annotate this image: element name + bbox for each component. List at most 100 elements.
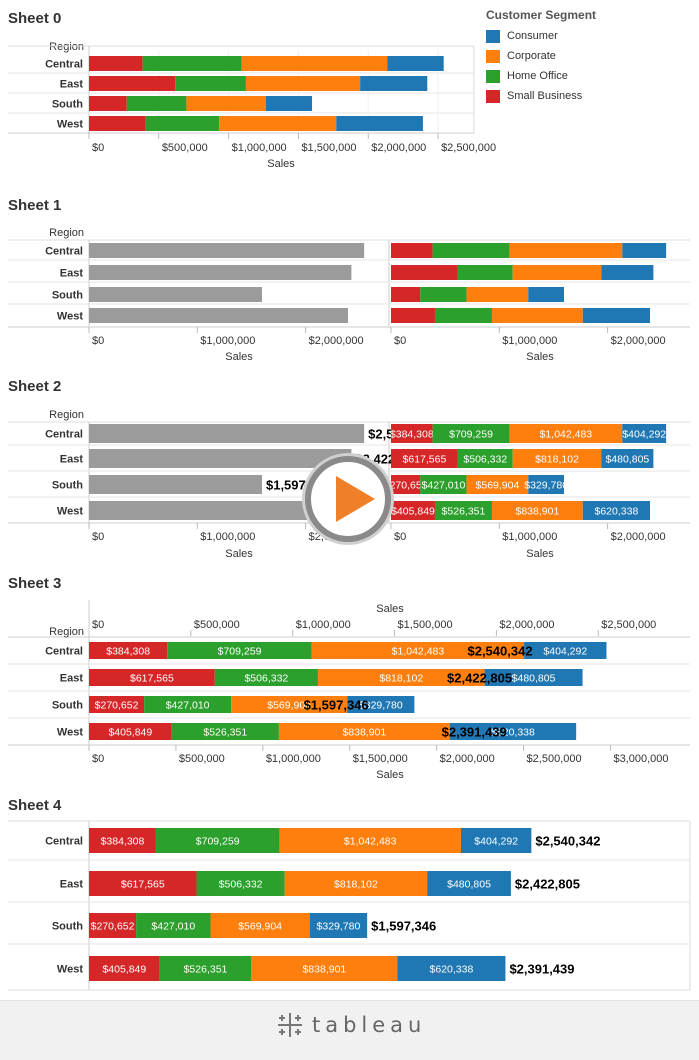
s2-total-bar-west bbox=[89, 501, 348, 520]
s2-bar-east-corporate bbox=[512, 449, 602, 468]
sheet-3-title: Sheet 3 bbox=[8, 575, 62, 592]
s4-bar-south-consumer bbox=[309, 913, 368, 938]
s3-row-label-east: East bbox=[60, 673, 84, 685]
s4-label-central-home-office: $709,259 bbox=[196, 836, 240, 848]
s4-label-south-home-office: $427,010 bbox=[151, 921, 195, 933]
s4-bar-west-home-office bbox=[159, 956, 252, 981]
s3-label-west-consumer: $620,338 bbox=[491, 727, 535, 739]
s4-row-label-east: East bbox=[60, 879, 84, 891]
s0-bar-west-small-business bbox=[89, 116, 146, 131]
s2-bar-south-small-business bbox=[391, 475, 421, 494]
s3-top-tick-label: $1,500,000 bbox=[398, 619, 453, 631]
s3-total-label-central: $2,540,342 bbox=[467, 644, 532, 659]
play-icon bbox=[302, 453, 394, 545]
s3-row-label-central: Central bbox=[45, 646, 83, 658]
s1-bar-central-home-office bbox=[432, 243, 510, 258]
s3-label-west-corporate: $838,901 bbox=[342, 727, 386, 739]
s4-label-east-small-business: $617,565 bbox=[121, 879, 165, 891]
play-button[interactable] bbox=[300, 451, 396, 547]
s1-bar-south-corporate bbox=[466, 287, 529, 302]
legend-swatch-home-office bbox=[486, 69, 500, 83]
s2-right-axis-title: Sales bbox=[526, 548, 554, 560]
s3-bottom-tick-label: $3,000,000 bbox=[613, 753, 668, 765]
s2-label-south-small-business: $270,652 bbox=[384, 480, 428, 492]
s3-bar-east-home-office bbox=[214, 669, 318, 686]
s4-bar-south-small-business bbox=[89, 913, 137, 938]
s2-label-central-corporate: $1,042,483 bbox=[540, 429, 593, 441]
s4-label-central-consumer: $404,292 bbox=[474, 836, 518, 848]
s0-row-label-west: West bbox=[57, 119, 83, 131]
legend-item-home-office[interactable]: Home Office bbox=[486, 66, 596, 86]
s1-bar-east-consumer bbox=[601, 265, 654, 280]
s1-row-label-south: South bbox=[52, 290, 83, 302]
s1-left-tick-label: $1,000,000 bbox=[200, 335, 255, 347]
s3-bar-south-home-office bbox=[144, 696, 232, 713]
s2-label-west-consumer: $620,338 bbox=[595, 506, 639, 518]
s3-label-south-corporate: $569,904 bbox=[267, 700, 311, 712]
s3-bar-east-consumer bbox=[484, 669, 583, 686]
s3-bar-west-small-business bbox=[89, 723, 172, 740]
tableau-logo[interactable]: tableau bbox=[276, 1011, 426, 1039]
s2-right-tick-label: $1,000,000 bbox=[502, 531, 557, 543]
s1-right-tick-label: $1,000,000 bbox=[502, 335, 557, 347]
s3-label-east-small-business: $617,565 bbox=[130, 673, 174, 685]
s2-label-east-home-office: $506,332 bbox=[463, 454, 507, 466]
s1-left-tick-label: $2,000,000 bbox=[309, 335, 364, 347]
s0-bar-central-corporate bbox=[241, 56, 388, 71]
s4-bar-west-corporate bbox=[251, 956, 398, 981]
s0-tick-label: $2,000,000 bbox=[371, 142, 426, 154]
s0-tick-label: $500,000 bbox=[162, 142, 208, 154]
s3-bar-central-small-business bbox=[89, 642, 168, 659]
legend[interactable]: Customer Segment Consumer Corporate Home… bbox=[486, 8, 596, 106]
s3-label-east-corporate: $818,102 bbox=[379, 673, 423, 685]
s1-bar-west-home-office bbox=[434, 308, 492, 323]
s4-bar-west-consumer bbox=[397, 956, 506, 981]
s0-row-label-east: East bbox=[60, 79, 84, 91]
s1-right-tick-label: $2,000,000 bbox=[611, 335, 666, 347]
footer: tableau bbox=[0, 1000, 699, 1060]
s4-bar-central-home-office bbox=[155, 828, 280, 853]
s3-label-south-small-business: $270,652 bbox=[95, 700, 139, 712]
s2-total-bar-south bbox=[89, 475, 262, 494]
s0-bar-west-consumer bbox=[336, 116, 423, 131]
s0-bar-central-consumer bbox=[387, 56, 444, 71]
legend-swatch-corporate bbox=[486, 49, 500, 63]
s3-total-label-west: $2,391,439 bbox=[442, 725, 507, 740]
s3-top-tick-label: $500,000 bbox=[194, 619, 240, 631]
s1-bar-west-consumer bbox=[582, 308, 650, 323]
s3-bar-south-consumer bbox=[347, 696, 415, 713]
s3-label-south-home-office: $427,010 bbox=[166, 700, 210, 712]
s3-bar-east-small-business bbox=[89, 669, 215, 686]
s4-label-east-corporate: $818,102 bbox=[334, 879, 378, 891]
s3-top-axis-title: Sales bbox=[376, 603, 404, 615]
s2-total-bar-central bbox=[89, 424, 365, 443]
s0-bar-west-corporate bbox=[219, 116, 337, 131]
s3-bottom-tick-label: $0 bbox=[92, 753, 104, 765]
s2-bar-east-small-business bbox=[391, 449, 458, 468]
s3-total-label-east: $2,422,805 bbox=[447, 671, 512, 686]
s4-row-label-central: Central bbox=[45, 836, 83, 848]
s2-bar-west-corporate bbox=[491, 501, 583, 520]
s0-bar-south-small-business bbox=[89, 96, 127, 111]
s4-bar-central-consumer bbox=[460, 828, 532, 853]
s4-total-label-central: $2,540,342 bbox=[535, 834, 600, 849]
s3-label-central-small-business: $384,308 bbox=[106, 646, 150, 658]
s4-label-west-consumer: $620,338 bbox=[430, 964, 474, 976]
s3-bar-west-consumer bbox=[449, 723, 577, 740]
s2-bar-east-home-office bbox=[457, 449, 513, 468]
sheet-4-title: Sheet 4 bbox=[8, 797, 62, 814]
s4-bar-central-corporate bbox=[279, 828, 461, 853]
s2-label-south-consumer: $329,780 bbox=[524, 480, 568, 492]
s2-bar-central-corporate bbox=[509, 424, 623, 443]
s1-row-label-central: Central bbox=[45, 246, 83, 258]
s3-region-header: Region bbox=[49, 626, 84, 638]
s3-bottom-tick-label: $2,500,000 bbox=[527, 753, 582, 765]
s3-total-label-south: $1,597,346 bbox=[304, 698, 369, 713]
legend-swatch-small-business bbox=[486, 89, 500, 103]
s4-bar-central-small-business bbox=[89, 828, 156, 853]
legend-item-small-business[interactable]: Small Business bbox=[486, 86, 596, 106]
legend-item-consumer[interactable]: Consumer bbox=[486, 26, 596, 46]
legend-item-corporate[interactable]: Corporate bbox=[486, 46, 596, 66]
s1-bar-south-consumer bbox=[528, 287, 564, 302]
s4-label-south-consumer: $329,780 bbox=[317, 921, 361, 933]
